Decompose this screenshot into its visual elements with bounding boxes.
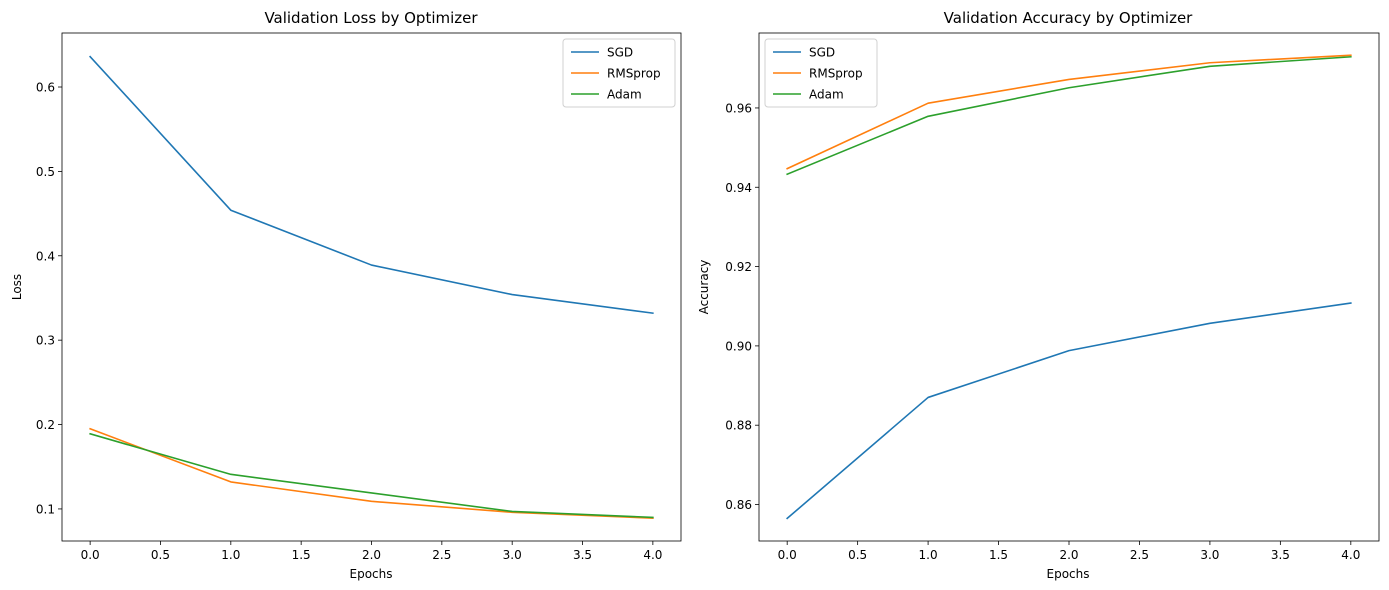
accuracy-xtick-label: 4.0 — [1341, 548, 1360, 562]
accuracy-series-adam-line — [786, 55, 1352, 176]
loss-chart: Validation Loss by Optimizer Epochs Loss… — [10, 9, 682, 581]
loss-xtick-label: 3.0 — [503, 548, 522, 562]
loss-xtick-label: 1.0 — [221, 548, 240, 562]
accuracy-ytick-label: 0.96 — [725, 101, 752, 115]
loss-chart-xlabel: Epochs — [350, 567, 393, 581]
loss-series-rmsprop-line — [89, 427, 654, 520]
loss-xtick-label: 2.5 — [432, 548, 451, 562]
accuracy-chart: Validation Accuracy by Optimizer Epochs … — [697, 9, 1380, 581]
accuracy-ytick-label: 0.86 — [725, 498, 752, 512]
accuracy-xtick-label: 0.0 — [778, 548, 797, 562]
accuracy-ytick-label: 0.92 — [725, 260, 752, 274]
loss-ytick-label: 0.6 — [36, 81, 55, 95]
loss-ytick-label: 0.1 — [36, 502, 55, 516]
accuracy-xtick-label: 1.0 — [919, 548, 938, 562]
accuracy-chart-lines — [786, 54, 1352, 520]
accuracy-ytick-label: 0.90 — [725, 339, 752, 353]
loss-legend-label-rmsprop: RMSprop — [607, 67, 661, 81]
loss-legend-label-sgd: SGD — [607, 46, 633, 60]
loss-ytick-label: 0.2 — [36, 418, 55, 432]
loss-series-sgd-line — [89, 55, 654, 315]
accuracy-ytick-label: 0.88 — [725, 419, 752, 433]
loss-legend-label-adam: Adam — [607, 88, 642, 102]
loss-xtick-label: 2.0 — [362, 548, 381, 562]
loss-xtick-label: 4.0 — [643, 548, 662, 562]
accuracy-xtick-label: 0.5 — [848, 548, 867, 562]
loss-chart-ylabel: Loss — [10, 274, 24, 300]
accuracy-chart-title: Validation Accuracy by Optimizer — [944, 9, 1194, 27]
loss-xtick-label: 1.5 — [292, 548, 311, 562]
accuracy-legend-label-sgd: SGD — [809, 46, 835, 60]
loss-xtick-label: 0.5 — [151, 548, 170, 562]
accuracy-legend-label-rmsprop: RMSprop — [809, 67, 863, 81]
loss-xtick-label: 3.5 — [573, 548, 592, 562]
accuracy-xtick-label: 3.5 — [1271, 548, 1290, 562]
loss-ytick-label: 0.5 — [36, 165, 55, 179]
accuracy-chart-xlabel: Epochs — [1047, 567, 1090, 581]
accuracy-chart-ylabel: Accuracy — [697, 260, 711, 315]
accuracy-series-sgd-line — [786, 302, 1352, 520]
accuracy-legend-box — [764, 38, 878, 108]
accuracy-xtick-label: 3.0 — [1200, 548, 1219, 562]
accuracy-chart-frame — [758, 32, 1380, 542]
accuracy-chart-ticks: 0.0 0.5 1.0 1.5 2.0 2.5 3.0 3.5 4.0 0.86 0.88 0.90 0… — [725, 101, 1360, 562]
accuracy-ytick-label: 0.94 — [725, 181, 752, 195]
loss-xtick-label: 0.0 — [81, 548, 100, 562]
loss-ytick-label: 0.3 — [36, 334, 55, 348]
loss-chart-legend: SGD RMSprop Adam — [562, 38, 676, 108]
loss-chart-frame — [61, 32, 682, 542]
loss-legend-box — [562, 38, 676, 108]
accuracy-xtick-label: 2.0 — [1059, 548, 1078, 562]
loss-chart-lines — [89, 55, 654, 520]
accuracy-xtick-label: 2.5 — [1130, 548, 1149, 562]
loss-chart-ticks: 0.0 0.5 1.0 1.5 2.0 2.5 3.0 3.5 4.0 0.1 0.2 0.3 0.4 0… — [36, 81, 663, 562]
accuracy-series-rmsprop-line — [786, 54, 1352, 170]
accuracy-xtick-label: 1.5 — [989, 548, 1008, 562]
loss-series-adam-line — [89, 432, 654, 519]
accuracy-legend-label-adam: Adam — [809, 88, 844, 102]
loss-ytick-label: 0.4 — [36, 249, 55, 263]
loss-chart-title: Validation Loss by Optimizer — [264, 9, 478, 27]
accuracy-chart-legend: SGD RMSprop Adam — [764, 38, 878, 108]
